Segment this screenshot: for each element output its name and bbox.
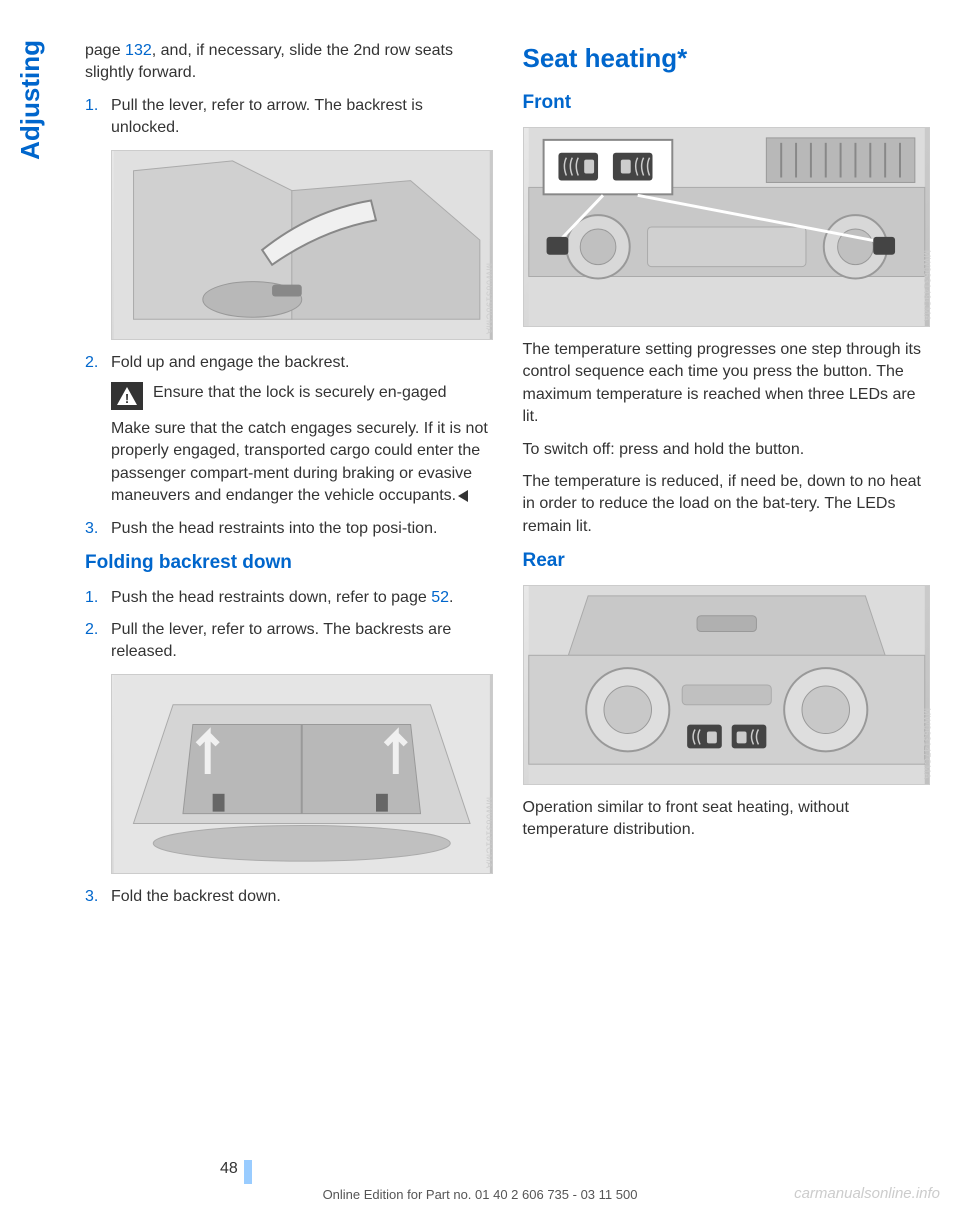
fold-step-3-text: Fold the backrest down. (111, 886, 493, 908)
front-para-3: The temperature is reduced, if need be, … (523, 471, 931, 538)
rear-para: Operation similar to front seat heating,… (523, 797, 931, 842)
page-number-bar (244, 1160, 252, 1184)
page-number: 48 (220, 1158, 238, 1180)
warning-body: Make sure that the catch engages securel… (111, 418, 493, 508)
side-tab: Adjusting (0, 0, 50, 1222)
fold-step-2-number: 2. (85, 619, 111, 664)
page-link-52[interactable]: 52 (431, 589, 449, 606)
figure-trunk: MW063181CMA (111, 674, 493, 874)
warning-body-text: Make sure that the catch engages securel… (111, 420, 488, 504)
figure-3-caption: MW063149CMA (920, 250, 933, 322)
figure-seat-lever: MW063190CMA (111, 150, 493, 340)
warning-title: Ensure that the lock is securely en‐gage… (153, 382, 493, 404)
left-column: page 132, and, if necessary, slide the 2… (85, 40, 493, 1202)
figure-rear-controls: MW063147CMA (523, 585, 931, 785)
fold-step-1-text-1: Push the head restraints down, refer to … (111, 589, 431, 606)
right-column: Seat heating* Front (523, 40, 931, 1202)
fold-step-1-text-2: . (449, 589, 453, 606)
step-2-text: Fold up and engage the backrest. (111, 352, 493, 374)
end-marker-icon (458, 490, 468, 502)
warning-icon (111, 382, 143, 410)
fold-step-2-text: Pull the lever, refer to arrows. The bac… (111, 619, 493, 664)
trunk-illustration (112, 675, 492, 873)
intro-paragraph: page 132, and, if necessary, slide the 2… (85, 40, 493, 85)
step-1-text: Pull the lever, refer to arrow. The back… (111, 95, 493, 140)
seat-heating-heading: Seat heating* (523, 40, 931, 76)
folding-backrest-heading: Folding backrest down (85, 550, 493, 577)
page-container: Adjusting page 132, and, if necessary, s… (0, 0, 960, 1222)
step-2-number: 2. (85, 352, 111, 508)
figure-front-dashboard: MW063149CMA (523, 127, 931, 327)
step-2-content: Fold up and engage the backrest. Ensure … (111, 352, 493, 508)
step-3-text: Push the head restraints into the top po… (111, 518, 493, 540)
fold-step-1-number: 1. (85, 587, 111, 609)
rear-heading: Rear (523, 548, 931, 575)
front-para-1: The temperature setting progresses one s… (523, 339, 931, 429)
step-1: 1. Pull the lever, refer to arrow. The b… (85, 95, 493, 140)
seat-lever-illustration (112, 151, 492, 339)
figure-2-caption: MW063181CMA (483, 797, 496, 869)
step-1-number: 1. (85, 95, 111, 140)
page-link-132[interactable]: 132 (125, 42, 152, 59)
rear-controls-illustration (524, 586, 930, 784)
warning-box: Ensure that the lock is securely en‐gage… (111, 382, 493, 410)
figure-4-caption: MW063147CMA (920, 708, 933, 780)
fold-step-1: 1. Push the head restraints down, refer … (85, 587, 493, 609)
front-para-2: To switch off: press and hold the button… (523, 439, 931, 461)
watermark: carmanualsonline.info (794, 1183, 940, 1204)
step-3-number: 3. (85, 518, 111, 540)
fold-step-3-number: 3. (85, 886, 111, 908)
dashboard-illustration (524, 128, 930, 326)
fold-step-2: 2. Pull the lever, refer to arrows. The … (85, 619, 493, 664)
fold-step-3: 3. Fold the backrest down. (85, 886, 493, 908)
page-number-box: 48 (220, 1156, 252, 1180)
intro-text-1: page (85, 42, 125, 59)
content-area: page 132, and, if necessary, slide the 2… (50, 0, 960, 1222)
step-3: 3. Push the head restraints into the top… (85, 518, 493, 540)
fold-step-1-content: Push the head restraints down, refer to … (111, 587, 493, 609)
figure-1-caption: MW063190CMA (483, 263, 496, 335)
front-heading: Front (523, 90, 931, 117)
side-tab-label: Adjusting (12, 40, 48, 160)
step-2: 2. Fold up and engage the backrest. Ensu… (85, 352, 493, 508)
